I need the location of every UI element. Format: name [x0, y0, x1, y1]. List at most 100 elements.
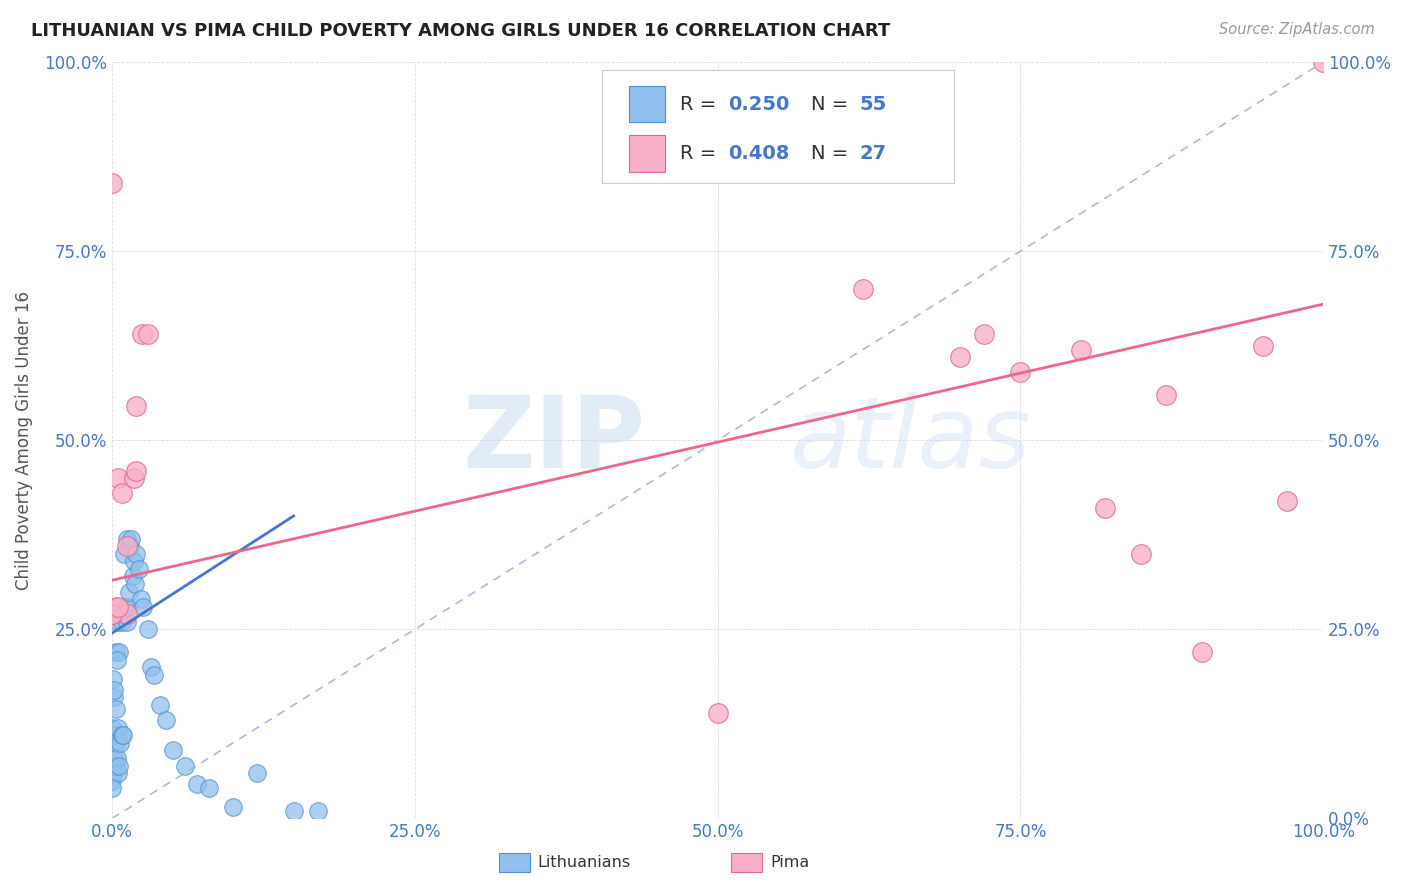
Point	[101, 773, 124, 788]
Text: ZIP: ZIP	[463, 392, 645, 489]
Point	[114, 599, 136, 614]
Text: 0.250: 0.250	[728, 95, 790, 114]
Point	[108, 758, 131, 772]
Text: 0.408: 0.408	[728, 144, 790, 163]
Point	[307, 804, 329, 818]
Point	[1251, 339, 1274, 353]
Point	[143, 667, 166, 681]
Point	[136, 623, 159, 637]
Point	[706, 706, 728, 720]
Y-axis label: Child Poverty Among Girls Under 16: Child Poverty Among Girls Under 16	[15, 291, 32, 590]
Point	[149, 698, 172, 712]
Point	[121, 569, 143, 583]
Point	[115, 607, 138, 622]
Point	[852, 282, 875, 296]
Point	[222, 800, 245, 814]
FancyBboxPatch shape	[628, 136, 665, 171]
Text: Source: ZipAtlas.com: Source: ZipAtlas.com	[1219, 22, 1375, 37]
Point	[125, 399, 148, 413]
Point	[111, 486, 134, 500]
Point	[1191, 645, 1213, 659]
Point	[107, 615, 129, 629]
Point	[1275, 493, 1298, 508]
Point	[115, 615, 138, 629]
Point	[107, 721, 129, 735]
Point	[117, 599, 139, 614]
Text: Pima: Pima	[770, 855, 810, 870]
Text: LITHUANIAN VS PIMA CHILD POVERTY AMONG GIRLS UNDER 16 CORRELATION CHART: LITHUANIAN VS PIMA CHILD POVERTY AMONG G…	[31, 22, 890, 40]
Point	[104, 645, 127, 659]
Point	[112, 607, 135, 622]
Point	[1130, 547, 1153, 561]
Point	[949, 350, 972, 364]
Point	[973, 327, 995, 342]
Point	[132, 599, 155, 614]
Point	[1070, 343, 1092, 357]
Point	[103, 728, 125, 742]
Point	[101, 781, 124, 796]
Point	[104, 702, 127, 716]
Point	[1312, 55, 1334, 70]
Text: R =: R =	[681, 95, 723, 114]
Point	[108, 645, 131, 659]
Point	[103, 672, 125, 686]
Point	[101, 721, 124, 735]
Text: Lithuanians: Lithuanians	[537, 855, 630, 870]
Point	[1154, 388, 1177, 402]
Point	[120, 539, 142, 553]
Text: N =: N =	[811, 95, 855, 114]
Point	[103, 690, 125, 705]
Point	[111, 615, 134, 629]
Point	[104, 599, 127, 614]
Point	[105, 652, 128, 666]
Point	[131, 327, 153, 342]
Point	[103, 682, 125, 697]
Text: 55: 55	[859, 95, 887, 114]
Point	[162, 743, 184, 757]
Point	[110, 607, 132, 622]
Text: atlas: atlas	[790, 392, 1032, 489]
Point	[136, 327, 159, 342]
Point	[173, 758, 195, 772]
Point	[120, 532, 142, 546]
Point	[125, 547, 148, 561]
Point	[128, 562, 150, 576]
Point	[112, 547, 135, 561]
Point	[129, 592, 152, 607]
Point	[198, 781, 221, 796]
Point	[1010, 365, 1032, 379]
Point	[111, 728, 134, 742]
Point	[122, 554, 145, 568]
Point	[103, 766, 125, 780]
Point	[111, 728, 134, 742]
Point	[125, 464, 148, 478]
Point	[101, 176, 124, 190]
Point	[107, 471, 129, 485]
Point	[246, 766, 269, 780]
Point	[104, 758, 127, 772]
Text: 27: 27	[859, 144, 886, 163]
Point	[101, 607, 124, 622]
Point	[105, 751, 128, 765]
Point	[104, 736, 127, 750]
Point	[107, 599, 129, 614]
Point	[115, 539, 138, 553]
Point	[1094, 501, 1116, 516]
Point	[155, 713, 177, 727]
FancyBboxPatch shape	[603, 70, 953, 183]
Point	[122, 471, 145, 485]
Point	[139, 660, 162, 674]
Text: N =: N =	[811, 144, 855, 163]
Point	[124, 577, 146, 591]
Text: R =: R =	[681, 144, 723, 163]
Point	[115, 532, 138, 546]
Point	[107, 766, 129, 780]
Point	[103, 751, 125, 765]
Point	[283, 804, 305, 818]
FancyBboxPatch shape	[628, 87, 665, 122]
Point	[110, 736, 132, 750]
Point	[101, 758, 124, 772]
Point	[118, 584, 141, 599]
Point	[101, 607, 124, 622]
Point	[186, 777, 208, 791]
